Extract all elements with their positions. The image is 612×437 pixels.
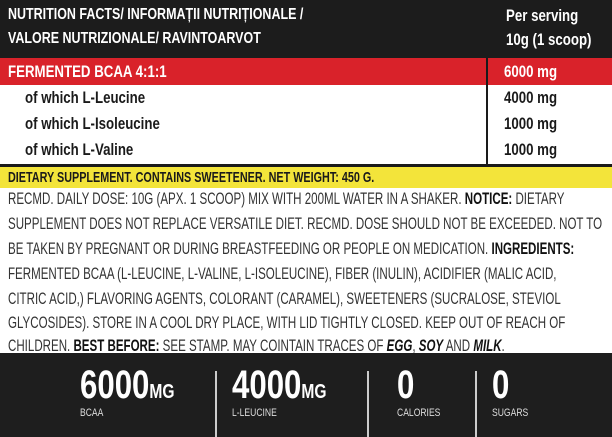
stat-leucine: 4000MG L-LEUCINE [232, 363, 327, 419]
stat-sugars: 0 SUGARS [492, 363, 529, 419]
supplement-banner: DIETARY SUPPLEMENT. CONTAINS SWEETENER. … [0, 167, 612, 188]
header-title-line1: NUTRITION FACTS/ INFORMAȚII NUTRIȚIONALE… [8, 6, 304, 23]
paragraph-line: CHILDREN. BEST BEFORE: SEE STAMP. MAY CO… [8, 337, 505, 355]
stat-divider [215, 371, 217, 437]
stat-calories: 0 CALORIES [397, 363, 441, 419]
nutrient-label: of which L-Valine [25, 140, 134, 159]
serving-line2: 10g (1 scoop) [506, 30, 592, 49]
main-nutrient-row: FERMENTED BCAA 4:1:1 6000 mg [0, 58, 612, 85]
serving-line1: Per serving [506, 6, 579, 25]
stat-divider [367, 371, 369, 437]
stats-footer: 6000MG BCAA 4000MG L-LEUCINE 0 CALORIES 0 SU… [0, 353, 612, 437]
paragraph-line: SUPPLEMENT DOES NOT REPLACE VERSATILE DI… [8, 215, 603, 233]
nutrient-label: of which L-Leucine [25, 88, 146, 107]
banner-text: DIETARY SUPPLEMENT. CONTAINS SWEETENER. … [8, 169, 375, 186]
column-divider [486, 58, 488, 166]
main-nutrient-value: 6000 mg [504, 62, 558, 81]
stat-divider [475, 371, 477, 437]
nutrient-value: 4000 mg [504, 88, 558, 107]
nutrient-label: of which L-Isoleucine [25, 114, 160, 133]
paragraph-line: FERMENTED BCAA (L-LEUCINE, L-VALINE, L-I… [8, 265, 557, 283]
main-nutrient-label: FERMENTED BCAA 4:1:1 [8, 62, 167, 81]
table-bottom-rule [0, 164, 612, 167]
paragraph-line: GLYCOSIDES). STORE IN A COOL DRY PLACE, … [8, 314, 566, 332]
nutrition-header: NUTRITION FACTS/ INFORMAȚII NUTRIȚIONALE… [0, 0, 612, 58]
stat-bcaa: 6000MG BCAA [80, 363, 175, 419]
header-title-line2: VALORE NUTRIZIONALE/ RAVINTOARVOT [8, 30, 261, 47]
nutrient-value: 1000 mg [504, 114, 558, 133]
paragraph-line: RECMD. DAILY DOSE: 10G (APX. 1 SCOOP) MI… [8, 190, 565, 208]
nutrient-value: 1000 mg [504, 140, 558, 159]
paragraph-line: CITRIC ACID,) FLAVORING AGENTS, COLORANT… [8, 290, 561, 308]
paragraph-line: BE TAKEN BY PREGNANT OR DURING BREASTFEE… [8, 240, 575, 258]
